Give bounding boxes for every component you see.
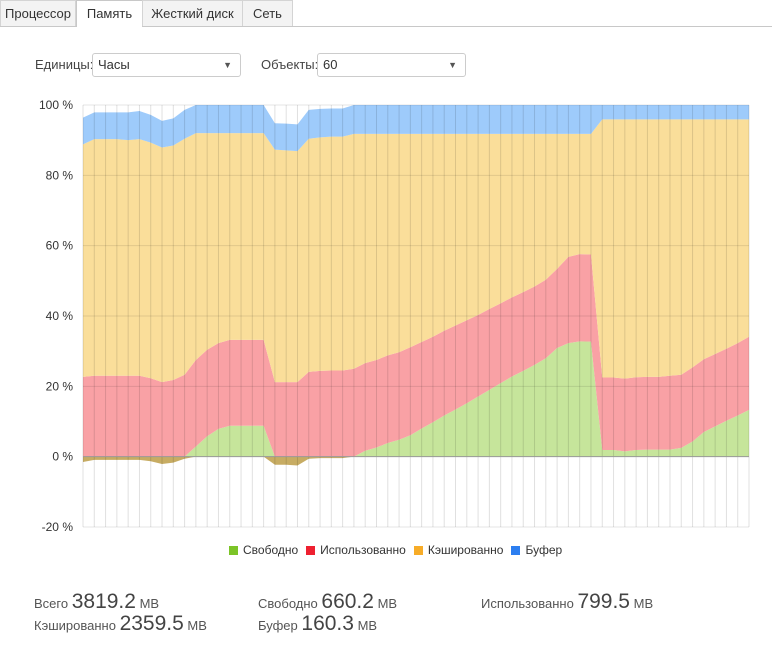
legend-swatch [511,545,521,555]
tab-memory[interactable]: Память [76,0,143,27]
legend-item-buffer[interactable]: Буфер [511,543,562,557]
stat-total: Всего 3819.2 MB [34,590,160,613]
tab-bar: Процессор Память Жесткий диск Сеть [0,0,772,27]
tab-processor[interactable]: Процессор [0,0,76,26]
units-label: Единицы: [35,57,94,72]
legend-swatch [413,545,423,555]
units-value: Часы [98,57,130,72]
area-cached [83,119,749,383]
area-free [83,341,749,457]
memory-chart: 100 % 80 % 60 % 40 % 20 % 0 % -20 % [39,98,750,534]
y-axis-tick-label: 0 % [52,450,73,464]
legend-label: Свободно [243,543,299,557]
chart-legend: Свободно Использованно Кэшированно Буфер [229,543,564,557]
legend-label: Использованно [320,543,406,557]
legend-swatch [229,545,238,555]
area-used [83,254,749,457]
area-buffer [83,105,749,152]
y-axis-tick-label: 100 % [39,98,73,112]
stat-free: Свободно 660.2 MB [258,590,398,613]
stat-used: Использованно 799.5 MB [481,590,654,613]
objects-label: Объекты: [261,57,319,72]
y-axis-tick-label: 60 % [46,239,74,253]
stat-buffer: Буфер 160.3 MB [258,612,378,635]
legend-label: Кэшированно [427,543,504,557]
legend-item-cached[interactable]: Кэшированно [413,543,504,557]
objects-value: 60 [323,57,338,72]
y-axis-tick-label: 40 % [46,309,74,323]
tab-network[interactable]: Сеть [242,0,293,26]
chevron-down-icon: ▼ [448,60,457,70]
area-free-negative [83,456,749,466]
y-axis-tick-label: 20 % [46,379,74,393]
stat-cached: Кэшированно 2359.5 MB [34,612,207,635]
legend-swatch [306,545,316,555]
objects-select[interactable]: 60 ▼ [317,53,466,77]
legend-item-used[interactable]: Использованно [306,543,406,557]
legend-label: Буфер [525,543,563,557]
tab-hard-disk[interactable]: Жесткий диск [142,0,243,26]
y-axis-tick-label: -20 % [42,520,74,534]
y-axis-tick-label: 80 % [46,168,74,182]
units-select[interactable]: Часы ▼ [92,53,241,77]
legend-item-free[interactable]: Свободно [229,543,298,557]
chevron-down-icon: ▼ [223,60,232,70]
